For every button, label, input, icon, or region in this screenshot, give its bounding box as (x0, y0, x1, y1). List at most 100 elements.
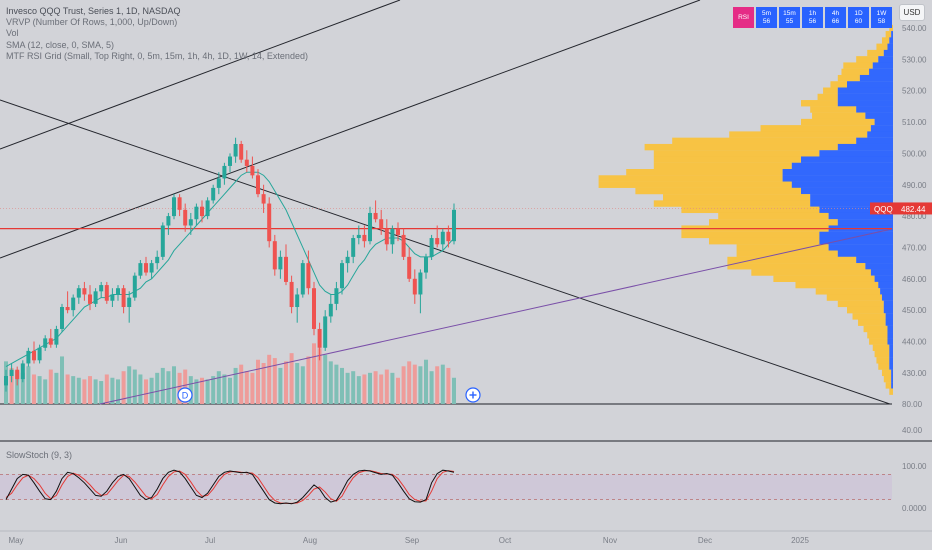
candle-body (222, 165, 227, 179)
upper-rising-trendline (0, 0, 401, 150)
volume-bar (188, 376, 193, 404)
candle-body (216, 178, 221, 188)
candle-body (149, 263, 154, 273)
volume-profile-down-row (859, 74, 893, 82)
rsi-grid: RSI 5m 56 15m 55 1h 56 4h 66 1D 60 1W 58 (733, 7, 892, 28)
candle-body (446, 231, 451, 242)
volume-profile-up-row (727, 256, 857, 264)
candle-body (211, 187, 216, 201)
volume-profile-up-row (858, 319, 886, 326)
volume-profile-down-row (880, 288, 893, 295)
price-axis-label: 530.00 (902, 55, 927, 64)
legend-vrvp: VRVP (Number Of Rows, 1,000, Up/Down) (6, 17, 178, 28)
time-axis-label: Nov (603, 536, 617, 545)
volume-bar (368, 372, 372, 404)
stoch-axis-label: 100.00 (902, 462, 927, 471)
volume-bar (121, 371, 126, 404)
volume-profile-down-row (889, 350, 893, 358)
volume-profile-up-row (876, 43, 888, 51)
time-axis-label: Jun (115, 536, 128, 545)
volume-profile-down-row (881, 294, 893, 301)
candle-body (373, 212, 378, 220)
volume-profile-down-row (889, 37, 893, 44)
dividend-marker-letter: D (182, 391, 189, 401)
candle-body (384, 228, 389, 245)
candle-body (424, 256, 428, 273)
candle-body (233, 143, 238, 157)
volume-profile-up-row (653, 156, 801, 163)
rsi-cell-1w[interactable]: 1W 58 (871, 7, 892, 28)
volume-bar (132, 369, 137, 404)
volume-profile-down-row (782, 175, 893, 182)
volume-bar (82, 379, 87, 404)
rsi-cell-5m[interactable]: 5m 56 (756, 7, 777, 28)
rsi-cell-1d[interactable]: 1D 60 (848, 7, 869, 28)
sma-line (5, 171, 455, 368)
candle-body (88, 294, 92, 304)
volume-bar (412, 364, 417, 404)
volume-profile-up-row (801, 118, 875, 126)
stoch-band (0, 474, 892, 500)
currency-button[interactable]: USD (899, 4, 925, 21)
volume-profile-up-row (810, 106, 857, 113)
volume-bar (345, 372, 350, 404)
stoch-legend: SlowStoch (9, 3) (6, 450, 73, 460)
candle-body (9, 369, 14, 376)
volume-bar (116, 379, 120, 404)
volume-profile-up-row (681, 231, 820, 239)
volume-bar (390, 372, 395, 404)
price-axis-label: 470.00 (902, 243, 927, 252)
price-axis-label: 460.00 (902, 275, 927, 284)
rsi-cell-15m[interactable]: 15m 55 (779, 7, 800, 28)
volume-profile-down-row (874, 275, 893, 282)
candle-body (15, 369, 20, 380)
volume-bar (295, 363, 300, 404)
volume-bar (155, 372, 160, 404)
rising-channel-trendline (0, 0, 701, 259)
volume-profile-up-row (760, 125, 871, 132)
candle-body (155, 256, 160, 264)
candle-body (351, 238, 356, 257)
candle-body (65, 307, 70, 311)
candle-body (188, 219, 193, 226)
candle-body (256, 175, 260, 195)
time-axis-label: Aug (303, 536, 317, 545)
volume-profile-down-row (878, 281, 893, 289)
candle-body (26, 350, 31, 364)
volume-axis-label: 40.00 (902, 426, 923, 435)
candle-body (32, 350, 36, 361)
rsi-cell-1h[interactable]: 1h 56 (802, 7, 823, 28)
price-tag-value-bg (898, 202, 932, 215)
candle-body (317, 328, 322, 348)
rsi-grid-label[interactable]: RSI (733, 7, 754, 28)
volume-profile-up-row (889, 388, 893, 395)
volume-bar (65, 374, 70, 404)
candle-body (99, 285, 104, 292)
volume-bar (256, 359, 260, 404)
volume-profile-up-row (653, 162, 792, 170)
volume-profile-down-row (878, 56, 893, 63)
rsi-cell-4h[interactable]: 4h 66 (825, 7, 846, 28)
volume-bar (127, 366, 132, 404)
candle-body (312, 288, 316, 329)
volume-bar (250, 372, 255, 404)
volume-profile-up-row (635, 187, 801, 195)
candle-body (76, 288, 81, 298)
volume-profile-up-row (826, 294, 882, 301)
time-axis-label: Jul (205, 536, 215, 545)
volume-profile-down-row (837, 93, 893, 101)
candle-body (379, 219, 384, 229)
stoch-axis-label: 0.0000 (902, 504, 927, 513)
volume-bar (60, 356, 64, 404)
volume-profile-down-row (801, 156, 893, 163)
volume-profile-down-row (837, 87, 893, 94)
volume-bar (26, 366, 31, 404)
volume-profile-up-row (709, 219, 838, 226)
candle-body (228, 156, 232, 166)
volume-bar (160, 367, 165, 404)
volume-profile-up-row (847, 306, 884, 314)
volume-profile-up-row (878, 363, 890, 370)
support-trendline (99, 228, 893, 405)
candle-body (345, 256, 350, 264)
